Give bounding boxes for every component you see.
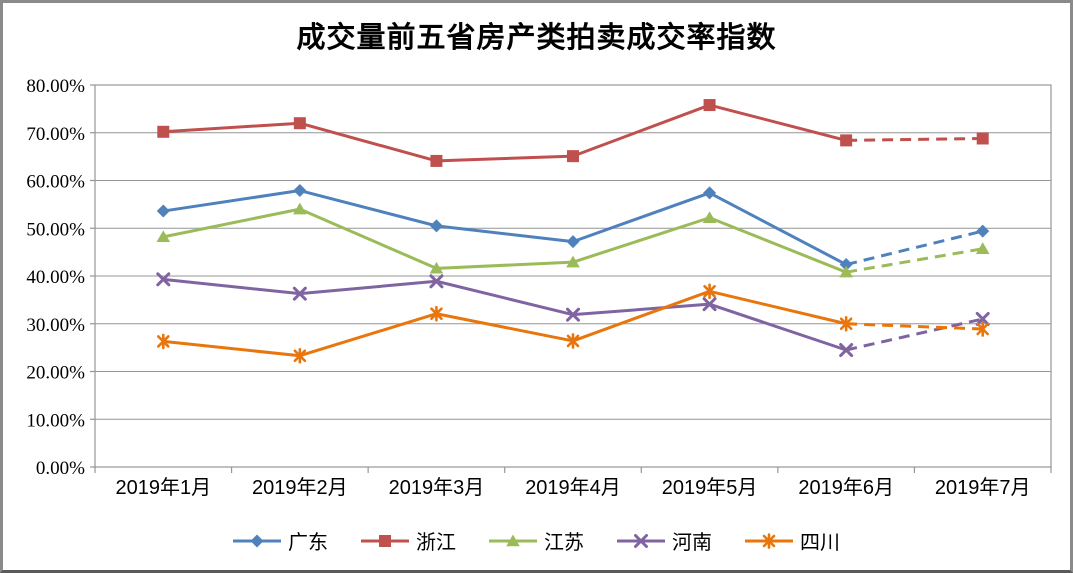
series-dashed-segment-4	[846, 322, 983, 331]
x-tick-label: 2019年1月	[115, 476, 211, 499]
diamond-marker-icon-s0-p3	[566, 235, 580, 249]
series-dashed-segment-3	[845, 317, 984, 352]
series-dashed-segment-1	[846, 136, 983, 142]
x-tick-label: 2019年6月	[798, 476, 894, 499]
square-marker-icon-s1-p0	[157, 125, 170, 138]
legend-item-1: 浙江	[361, 526, 456, 555]
plot-area: 80.00% 70.00% 60.00% 50.00% 40.00% 30.00% 20.0…	[26, 76, 1052, 499]
y-tick-label: 80.00%	[26, 76, 85, 97]
series-line-0	[163, 189, 847, 266]
legend-line-sample-3	[617, 533, 665, 548]
legend-item-0: 广东	[233, 526, 328, 555]
y-tick-label: 10.00%	[26, 410, 85, 431]
triangle-marker-icon-s2-p4	[702, 211, 717, 223]
series-line-2	[162, 207, 847, 274]
square-marker-icon-s1-p1	[293, 117, 306, 130]
series-line-3	[163, 277, 847, 352]
asterisk-marker-icon-s4-p0	[156, 333, 170, 350]
square-marker-icon-s1-p4	[703, 99, 716, 112]
x-tick-label: 2019年4月	[525, 476, 621, 499]
asterisk-marker-icon-s4-p3	[566, 333, 580, 349]
diamond-marker-icon	[250, 534, 264, 547]
legend-line-sample-2	[489, 534, 537, 546]
asterisk-marker-icon-s4-p1	[293, 347, 307, 364]
legend-item-4: 四川	[745, 526, 840, 555]
triangle-marker-icon-s2-p0	[156, 230, 171, 243]
y-tick-label: 40.00%	[26, 267, 85, 288]
asterisk-marker-icon	[762, 532, 776, 549]
x-marker-icon-s3-p4	[702, 297, 717, 312]
series-line-4	[163, 289, 847, 358]
asterisk-marker-icon-s4-p5	[839, 315, 853, 332]
diamond-marker-icon-s0-p4	[703, 186, 717, 200]
diamond-marker-icon-s0-p5	[839, 258, 853, 272]
diamond-marker-icon-s0-p2	[429, 219, 443, 233]
asterisk-marker-icon-s4-p2	[430, 305, 443, 322]
x-tick-label: 2019年2月	[252, 476, 348, 499]
triangle-marker-icon-s2-p5	[839, 265, 853, 278]
legend-item-2: 江苏	[489, 526, 584, 555]
y-tick-label: 30.00%	[26, 315, 85, 336]
legend-label-1: 浙江	[416, 532, 456, 554]
square-marker-icon-s1-p2	[430, 154, 443, 167]
legend-label-2: 江苏	[544, 532, 584, 554]
square-marker-icon-s1-p3	[567, 150, 579, 163]
legend-line-sample-1	[361, 534, 409, 547]
legend-label-3: 河南	[672, 532, 712, 554]
triangle-marker-icon-s2-p1	[293, 202, 307, 215]
asterisk-marker-icon-s4-p4	[703, 283, 716, 300]
series-dashed-segment-2	[845, 247, 983, 274]
diamond-marker-icon-s0-p0	[156, 204, 170, 218]
x-tick-label: 2019年5月	[662, 476, 758, 499]
y-tick-label: 60.00%	[26, 172, 85, 193]
legend-item-3: 河南	[617, 526, 712, 555]
series-line-1	[163, 103, 847, 163]
legend-label-4: 四川	[800, 532, 840, 554]
square-marker-icon-s1-p6	[976, 132, 989, 145]
diamond-marker-icon-s0-p1	[293, 184, 307, 198]
x-marker-icon	[634, 533, 648, 548]
legend-line-sample-4	[745, 532, 793, 549]
triangle-marker-icon-s2-p3	[566, 255, 580, 268]
legend-line-sample-0	[233, 534, 281, 547]
y-tick-label: 0.00%	[36, 458, 85, 479]
chart-legend: 广东 浙江 江苏 河南 四川	[3, 526, 1070, 555]
x-marker-icon-s3-p5	[839, 343, 854, 358]
asterisk-marker-icon-s4-p6	[976, 321, 990, 337]
x-marker-icon-s3-p0	[156, 272, 171, 287]
square-marker-icon-s1-p5	[840, 134, 853, 147]
x-marker-icon-s3-p6	[975, 311, 990, 326]
square-marker-icon	[379, 534, 391, 547]
y-tick-label: 70.00%	[26, 124, 85, 145]
triangle-marker-icon-s2-p2	[429, 261, 444, 274]
x-tick-label: 2019年3月	[389, 476, 485, 499]
x-tick-label: 2019年7月	[935, 476, 1031, 499]
diamond-marker-icon-s0-p6	[976, 224, 990, 238]
x-marker-icon-s3-p1	[292, 286, 307, 301]
chart-title: 成交量前五省房产类拍卖成交率指数	[296, 22, 777, 54]
y-tick-label: 20.00%	[26, 363, 85, 384]
triangle-marker-icon-s2-p6	[975, 242, 990, 254]
triangle-marker-icon	[506, 534, 520, 546]
legend-label-0: 广东	[288, 532, 328, 554]
x-marker-icon-s3-p3	[566, 307, 580, 322]
x-marker-icon-s3-p2	[429, 274, 444, 289]
series-dashed-segment-0	[845, 229, 984, 266]
y-tick-label: 50.00%	[26, 219, 85, 240]
